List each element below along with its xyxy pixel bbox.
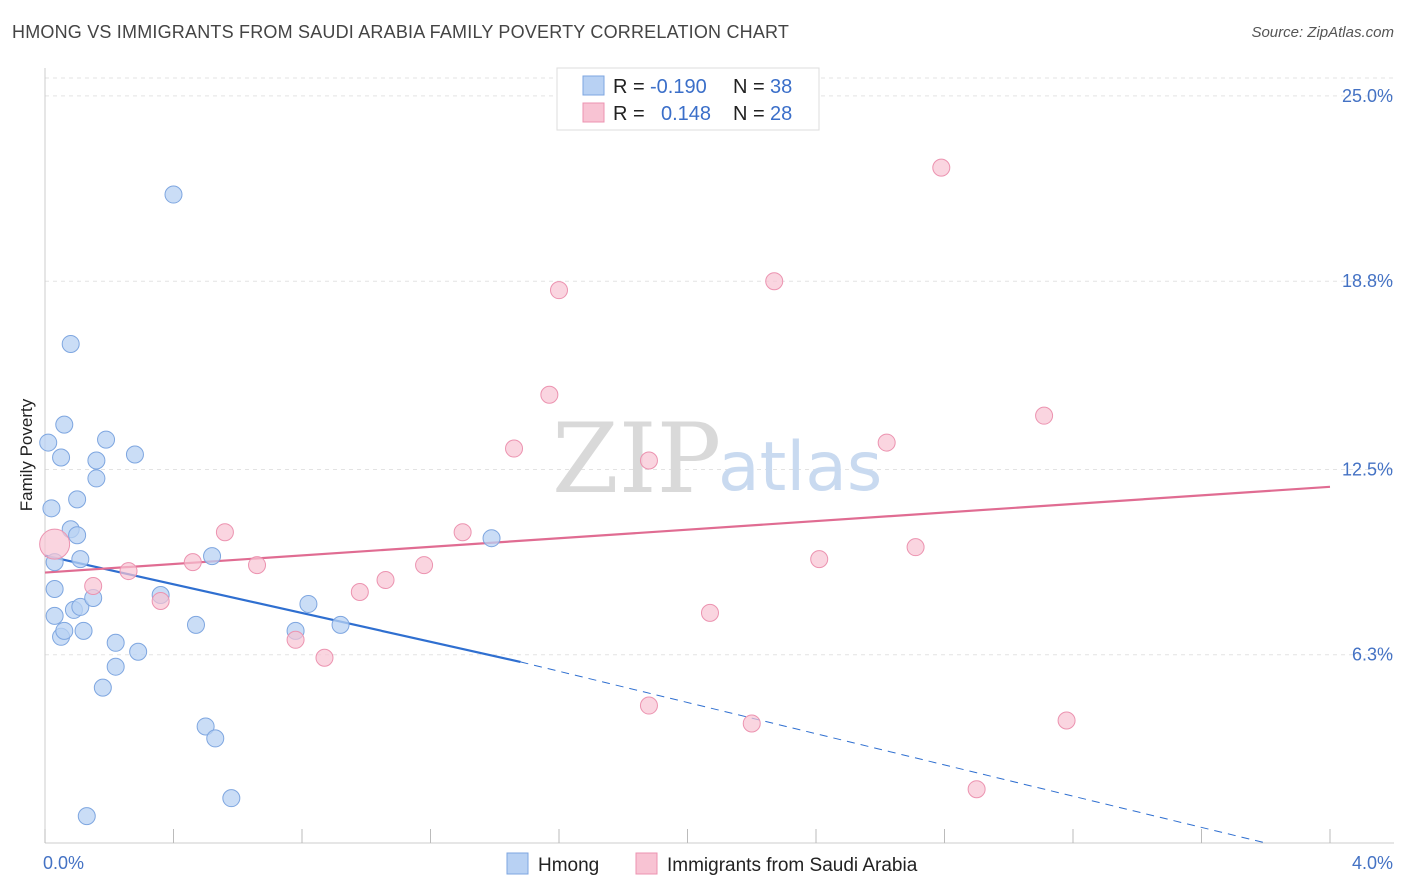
y-tick-label: 12.5% <box>1342 459 1393 479</box>
data-point-hmong <box>87 451 106 470</box>
gridlines <box>45 77 1393 656</box>
data-point-hmong <box>87 469 106 488</box>
data-point-saudi <box>877 433 896 452</box>
data-point-saudi <box>932 158 951 177</box>
data-point-saudi <box>376 571 395 590</box>
data-point-saudi <box>1057 711 1076 730</box>
data-point-hmong <box>52 448 71 467</box>
y-axis-label: Family Poverty <box>17 398 36 511</box>
data-point-hmong <box>55 621 74 640</box>
data-point-hmong <box>55 415 74 434</box>
data-point-saudi <box>765 272 784 291</box>
data-point-hmong <box>61 334 80 353</box>
tick-labels: 6.3% 12.5% 18.8% 25.0% 0.0% 4.0% <box>43 86 1393 873</box>
legend-swatch-hmong <box>582 75 605 96</box>
data-point-hmong <box>45 606 64 625</box>
data-point-hmong <box>45 579 64 598</box>
data-point-saudi <box>639 451 658 470</box>
data-point-saudi <box>39 528 71 560</box>
data-point-hmong <box>186 615 205 634</box>
chart-title: HMONG VS IMMIGRANTS FROM SAUDI ARABIA FA… <box>12 22 790 42</box>
data-point-saudi <box>119 562 138 581</box>
bottom-legend-swatch-hmong <box>506 852 529 875</box>
legend-r-label-hmong: R = <box>613 76 645 98</box>
trend-line-hmong-extension <box>520 661 1266 844</box>
data-point-hmong <box>77 807 96 826</box>
data-point-saudi <box>315 648 334 667</box>
data-point-hmong <box>93 678 112 697</box>
correlation-legend: R = -0.190 N = 38 R = 0.148 N = 28 <box>556 67 820 131</box>
legend-n-label-hmong: N = <box>733 76 765 98</box>
data-point-hmong <box>203 547 222 566</box>
data-point-hmong <box>74 621 93 640</box>
legend-swatch-saudi <box>582 102 605 123</box>
data-point-saudi <box>906 538 925 557</box>
data-point-saudi <box>742 714 761 733</box>
data-point-saudi <box>967 780 986 799</box>
data-point-saudi <box>453 523 472 542</box>
legend-n-value-saudi: 28 <box>770 103 792 125</box>
source-label: Source: ZipAtlas.com <box>1251 24 1394 41</box>
data-point-saudi <box>350 582 369 601</box>
data-point-saudi <box>415 556 434 575</box>
data-point-hmong <box>68 490 87 509</box>
data-point-hmong <box>196 717 215 736</box>
data-point-hmong <box>39 433 58 452</box>
data-point-hmong <box>222 789 241 808</box>
legend-r-label-saudi: R = <box>613 103 645 125</box>
data-point-hmong <box>129 642 148 661</box>
data-point-saudi <box>151 591 170 610</box>
data-point-hmong <box>71 597 90 616</box>
data-point-hmong <box>299 594 318 613</box>
data-point-saudi <box>84 577 103 596</box>
x-tick-label: 0.0% <box>43 853 84 873</box>
data-point-saudi <box>810 550 829 569</box>
data-point-saudi <box>550 281 568 300</box>
x-tick-label: 4.0% <box>1352 853 1393 873</box>
data-point-hmong <box>125 445 144 464</box>
data-point-saudi <box>700 603 719 622</box>
data-point-hmong <box>206 729 225 748</box>
data-point-hmong <box>106 657 125 676</box>
data-point-saudi <box>215 523 234 542</box>
watermark: ZIP atlas <box>552 403 882 515</box>
bottom-legend-label-hmong: Hmong <box>538 855 599 876</box>
watermark-atlas: atlas <box>718 428 882 507</box>
y-tick-label: 18.8% <box>1342 271 1393 291</box>
bottom-legend-label-saudi: Immigrants from Saudi Arabia <box>667 855 918 876</box>
trend-lines <box>44 485 1331 844</box>
data-point-saudi <box>183 553 202 572</box>
axes <box>44 68 1394 844</box>
data-point-saudi <box>286 630 305 649</box>
data-point-hmong <box>482 529 501 548</box>
series-legend: Hmong Immigrants from Saudi Arabia <box>506 852 918 876</box>
data-point-hmong <box>106 633 125 652</box>
data-point-saudi <box>248 556 267 575</box>
bottom-legend-swatch-saudi <box>635 852 658 875</box>
data-point-hmong <box>42 499 61 518</box>
y-tick-label: 25.0% <box>1342 86 1393 106</box>
data-point-hmong <box>331 615 350 634</box>
data-point-saudi <box>540 385 559 404</box>
y-tick-label: 6.3% <box>1352 645 1393 665</box>
legend-n-label-saudi: N = <box>733 103 765 125</box>
legend-r-value-hmong: -0.190 <box>650 76 707 98</box>
legend-n-value-hmong: 38 <box>770 76 792 98</box>
data-point-hmong <box>71 550 90 569</box>
data-point-hmong <box>68 526 87 545</box>
data-point-hmong <box>164 185 183 204</box>
watermark-zip: ZIP <box>552 403 721 515</box>
data-point-saudi <box>639 696 658 715</box>
data-point-saudi <box>505 439 524 458</box>
data-point-saudi <box>1035 406 1054 425</box>
data-point-hmong <box>97 430 116 449</box>
data-points <box>39 158 1076 826</box>
legend-r-value-saudi: 0.148 <box>661 103 711 125</box>
